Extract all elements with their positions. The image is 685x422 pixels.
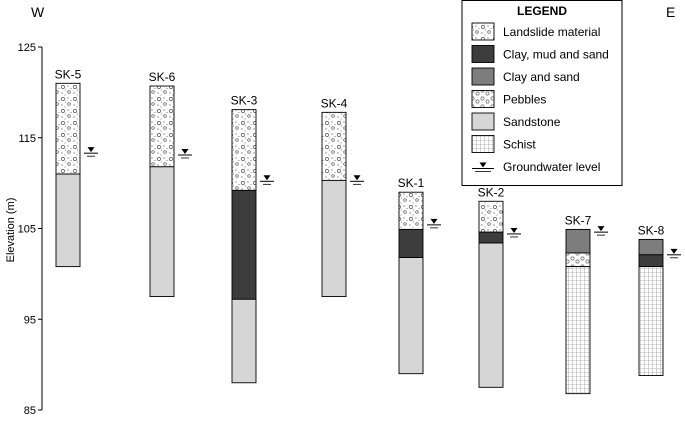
west-label: W (31, 4, 45, 20)
legend-item-sandstone: Sandstone (471, 112, 561, 131)
groundwater-level-marker (84, 147, 98, 157)
legend-item-label: Clay and sand (503, 70, 580, 84)
borehole-label: SK-6 (149, 70, 176, 84)
boreholes: SK-5 SK-6 SK-3 SK-4 SK-1 SK-2 SK-7 SK-8 (55, 67, 681, 395)
legend-swatch (471, 45, 495, 63)
groundwater-level-marker (427, 218, 441, 229)
elevation-axis: 125 115 105 95 85 Elevation (m) (5, 42, 43, 417)
layer-sandstone (398, 257, 424, 375)
layer-clay-sand (565, 228, 591, 254)
borehole-sk-1: SK-1 (398, 176, 441, 375)
legend-swatch (471, 90, 495, 108)
layer-clay-mud-sand (478, 231, 504, 244)
layer-landslide (398, 191, 424, 230)
groundwater-level-marker (594, 226, 608, 236)
layer-pebbles (565, 252, 591, 268)
borehole-sk-7: SK-7 (565, 213, 608, 395)
legend-item-schist: Schist (471, 135, 536, 153)
legend-swatch (471, 67, 495, 86)
borehole-sk-5: SK-5 (55, 67, 98, 268)
layer-landslide (149, 85, 175, 168)
layer-schist (638, 266, 664, 376)
legend-item-label: Groundwater level (503, 160, 600, 174)
layer-clay-mud-sand (638, 254, 664, 268)
layer-sandstone (478, 242, 504, 388)
elevation-tick-label: 105 (18, 224, 36, 236)
elevation-ticks: 125 115 105 95 85 (18, 42, 42, 417)
elevation-tick-label: 95 (24, 314, 36, 326)
legend-swatch (471, 112, 495, 131)
layer-sandstone (55, 173, 81, 268)
legend-item-groundwater: Groundwater level (472, 160, 600, 174)
borehole-label: SK-3 (231, 94, 258, 108)
borehole-label: SK-7 (565, 213, 592, 227)
legend-item-label: Pebbles (503, 93, 546, 107)
layer-landslide (321, 111, 347, 181)
legend-swatch (471, 135, 495, 153)
layer-landslide (478, 200, 504, 233)
groundwater-level-marker (178, 148, 192, 159)
legend-item-pebbles: Pebbles (471, 90, 546, 108)
borehole-sk-6: SK-6 (149, 70, 192, 298)
borehole-sk-4: SK-4 (321, 96, 364, 298)
groundwater-level-symbol (472, 162, 494, 172)
legend: LEGEND Landslide material Clay, mud and s… (461, 0, 623, 186)
borehole-label: SK-2 (478, 185, 505, 199)
borehole-sk-3: SK-3 (231, 94, 274, 384)
groundwater-level-marker (507, 227, 521, 238)
layer-sandstone (149, 166, 175, 298)
borehole-sk-8: SK-8 (638, 223, 681, 376)
elevation-tick-label: 85 (24, 405, 36, 417)
layer-clay-sand (638, 238, 664, 256)
elevation-tick-label: 115 (18, 133, 36, 145)
layer-sandstone (321, 179, 347, 298)
layer-landslide (231, 109, 257, 191)
legend-item-label: Clay, mud and sand (503, 48, 609, 62)
east-label: E (666, 4, 675, 20)
layer-clay-mud-sand (398, 228, 424, 258)
borehole-sk-2: SK-2 (478, 185, 521, 388)
layer-landslide (55, 82, 81, 175)
groundwater-level-marker (350, 175, 364, 185)
legend-item-clay-mud-sand: Clay, mud and sand (471, 45, 609, 63)
legend-item-label: Sandstone (503, 115, 561, 129)
layer-sandstone (231, 298, 257, 384)
legend-items: Landslide material Clay, mud and sand Clay… (471, 22, 609, 174)
legend-item-label: Landslide material (503, 25, 600, 39)
legend-item-landslide: Landslide material (471, 22, 600, 41)
borehole-label: SK-5 (55, 67, 82, 81)
borehole-label: SK-4 (321, 96, 348, 110)
groundwater-level-marker (260, 175, 274, 185)
borehole-label: SK-8 (638, 223, 665, 237)
borehole-label: SK-1 (398, 176, 425, 190)
legend-swatch (471, 22, 495, 41)
legend-title: LEGEND (517, 4, 567, 18)
layer-clay-mud-sand (231, 189, 257, 300)
groundwater-level-marker (667, 248, 681, 259)
elevation-tick-label: 125 (18, 42, 36, 54)
elevation-axis-title: Elevation (m) (5, 198, 17, 263)
legend-item-label: Schist (503, 138, 536, 152)
legend-item-clay-sand: Clay and sand (471, 67, 580, 86)
layer-schist (565, 266, 591, 395)
